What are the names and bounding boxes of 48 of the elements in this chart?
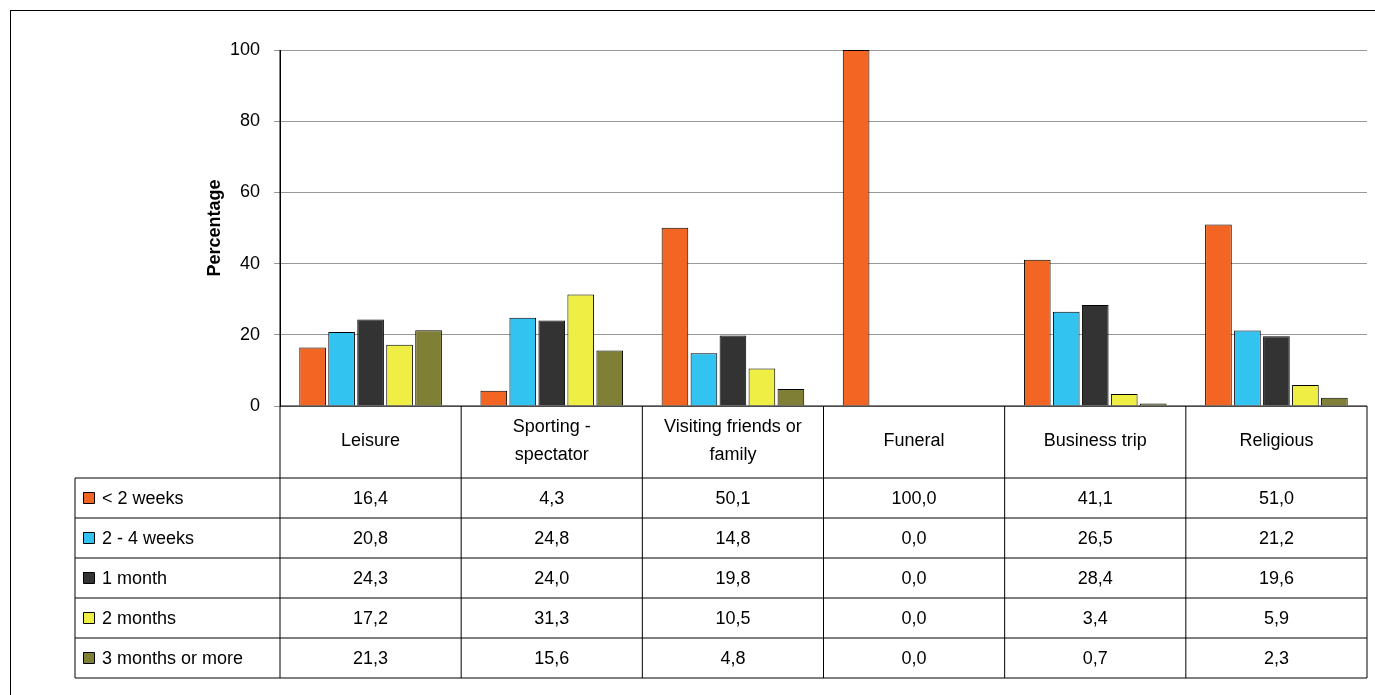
data-label: 16,4 — [353, 487, 389, 508]
legend-label: 1 month — [102, 567, 168, 588]
legend-label: 2 - 4 weeks — [102, 527, 195, 548]
y-tick-label: 40 — [239, 252, 260, 273]
data-label: 0,7 — [1082, 647, 1108, 668]
data-label: 20,8 — [353, 527, 389, 548]
data-label: 100,0 — [891, 487, 937, 508]
y-tick-label: 80 — [239, 110, 260, 131]
y-axis-title: Percentage — [203, 179, 224, 277]
data-label: 28,4 — [1077, 567, 1113, 588]
data-label: 51,0 — [1258, 487, 1294, 508]
data-label: 19,6 — [1258, 567, 1294, 588]
data-label: 0,0 — [901, 647, 927, 668]
data-label: 5,9 — [1263, 607, 1289, 628]
data-label: 21,2 — [1258, 527, 1294, 548]
data-label: 21,3 — [353, 647, 389, 668]
data-label: 2,3 — [1263, 647, 1289, 668]
data-label: 24,8 — [534, 527, 570, 548]
x-tick-label: Visiting friends or family — [664, 415, 802, 464]
y-tick-label: 100 — [229, 38, 260, 59]
y-tick-label: 0 — [249, 394, 260, 415]
y-tick-label: 20 — [239, 323, 260, 344]
data-label: 31,3 — [534, 607, 570, 628]
legend-label: 3 months or more — [102, 647, 244, 668]
data-label: 4,3 — [539, 487, 565, 508]
x-tick-label: Business trip — [1043, 429, 1147, 450]
data-label: 0,0 — [901, 527, 927, 548]
data-label: 24,0 — [534, 567, 570, 588]
y-tick-label: 60 — [239, 181, 260, 202]
data-label: 14,8 — [715, 527, 751, 548]
data-label: 0,0 — [901, 567, 927, 588]
data-label: 26,5 — [1077, 527, 1113, 548]
data-label: 0,0 — [901, 607, 927, 628]
x-tick-label: Leisure — [341, 429, 401, 450]
legend-label: 2 months — [102, 607, 177, 628]
data-label: 17,2 — [353, 607, 389, 628]
data-label: 50,1 — [715, 487, 751, 508]
data-label: 4,8 — [720, 647, 746, 668]
legend-label: < 2 weeks — [102, 487, 184, 508]
data-label: 24,3 — [353, 567, 389, 588]
data-label: 10,5 — [715, 607, 751, 628]
x-tick-label: Religious — [1239, 429, 1314, 450]
data-label: 15,6 — [534, 647, 570, 668]
x-tick-label: Sporting - spectator — [512, 415, 591, 464]
data-label: 19,8 — [715, 567, 751, 588]
data-label: 3,4 — [1082, 607, 1108, 628]
data-label: 41,1 — [1077, 487, 1113, 508]
x-tick-label: Funeral — [883, 429, 945, 450]
